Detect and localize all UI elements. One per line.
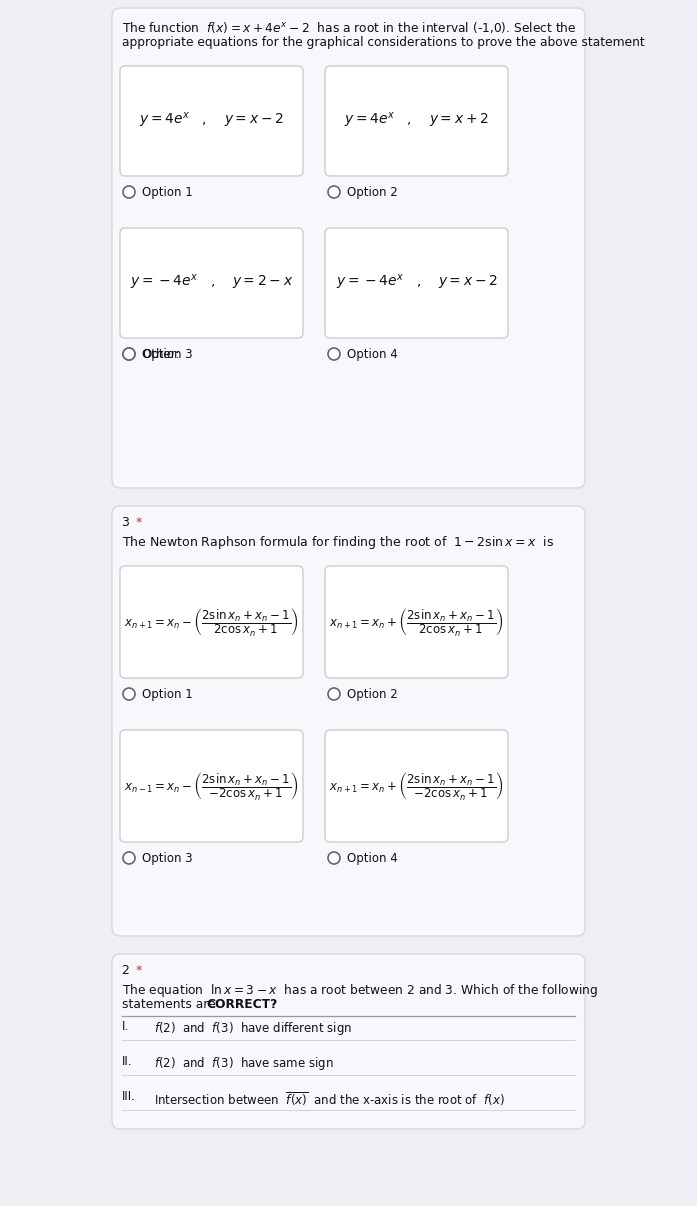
Text: $x_{n+1}=x_n-\left(\dfrac{2\sin x_n+x_n-1}{2\cos x_n+1}\right)$: $x_{n+1}=x_n-\left(\dfrac{2\sin x_n+x_n-… [124,605,299,638]
Text: *: * [136,516,142,529]
FancyBboxPatch shape [325,566,508,678]
FancyBboxPatch shape [120,566,303,678]
Text: $y=-4e^x$   ,    $y=x-2$: $y=-4e^x$ , $y=x-2$ [335,274,498,293]
Text: Other:: Other: [142,349,180,361]
Text: II.: II. [122,1055,132,1069]
FancyBboxPatch shape [112,8,585,488]
Text: The function  $f(x) = x+4e^x-2$  has a root in the interval (-1,0). Select the: The function $f(x) = x+4e^x-2$ has a roo… [122,21,576,35]
Text: Option 2: Option 2 [347,186,398,199]
Text: Option 1: Option 1 [142,186,193,199]
FancyBboxPatch shape [112,507,585,936]
Text: III.: III. [122,1090,136,1103]
Text: *: * [136,964,142,977]
Text: CORRECT?: CORRECT? [206,999,277,1011]
Text: 3: 3 [122,516,134,529]
FancyBboxPatch shape [112,954,585,1129]
Text: $y=4e^x$   ,    $y=x-2$: $y=4e^x$ , $y=x-2$ [139,111,284,130]
FancyBboxPatch shape [325,66,508,176]
Text: Option 4: Option 4 [347,349,398,361]
Text: $x_{n+1}=x_n+\left(\dfrac{2\sin x_n+x_n-1}{-2\cos x_n+1}\right)$: $x_{n+1}=x_n+\left(\dfrac{2\sin x_n+x_n-… [329,769,504,802]
Text: $y=4e^x$   ,    $y=x+2$: $y=4e^x$ , $y=x+2$ [344,111,489,130]
Circle shape [328,851,340,863]
Text: I.: I. [122,1020,129,1034]
Text: Option 4: Option 4 [347,851,398,865]
Circle shape [328,687,340,699]
Text: Intersection between  $\overline{f(x)}$  and the x-axis is the root of  $f(x)$: Intersection between $\overline{f(x)}$ a… [154,1090,505,1108]
FancyBboxPatch shape [120,228,303,338]
Text: Option 2: Option 2 [347,687,398,701]
Circle shape [123,349,135,361]
Text: The Newton Raphson formula for finding the root of  $1-2\sin x=x$  is: The Newton Raphson formula for finding t… [122,534,554,551]
Circle shape [123,349,135,361]
FancyBboxPatch shape [120,730,303,842]
FancyBboxPatch shape [325,730,508,842]
Text: $x_{n+1}=x_n+\left(\dfrac{2\sin x_n+x_n-1}{2\cos x_n+1}\right)$: $x_{n+1}=x_n+\left(\dfrac{2\sin x_n+x_n-… [329,605,504,638]
Text: $f(2)$  and  $f(3)$  have different sign: $f(2)$ and $f(3)$ have different sign [154,1020,352,1037]
Circle shape [123,687,135,699]
Text: Option 3: Option 3 [142,349,192,361]
Text: $y=-4e^x$   ,    $y=2-x$: $y=-4e^x$ , $y=2-x$ [130,274,293,293]
Text: Option 1: Option 1 [142,687,193,701]
FancyBboxPatch shape [325,228,508,338]
Text: appropriate equations for the graphical considerations to prove the above statem: appropriate equations for the graphical … [122,36,645,49]
Text: statements are: statements are [122,999,220,1011]
Circle shape [328,186,340,198]
Text: $f(2)$  and  $f(3)$  have same sign: $f(2)$ and $f(3)$ have same sign [154,1055,334,1072]
Circle shape [123,851,135,863]
FancyBboxPatch shape [120,66,303,176]
Circle shape [123,186,135,198]
Text: Option 3: Option 3 [142,851,192,865]
Text: The equation  $\ln x=3-x$  has a root between 2 and 3. Which of the following: The equation $\ln x=3-x$ has a root betw… [122,982,598,999]
Text: $x_{n-1}=x_n-\left(\dfrac{2\sin x_n+x_n-1}{-2\cos x_n+1}\right)$: $x_{n-1}=x_n-\left(\dfrac{2\sin x_n+x_n-… [124,769,299,802]
Text: 2: 2 [122,964,134,977]
Circle shape [328,349,340,361]
